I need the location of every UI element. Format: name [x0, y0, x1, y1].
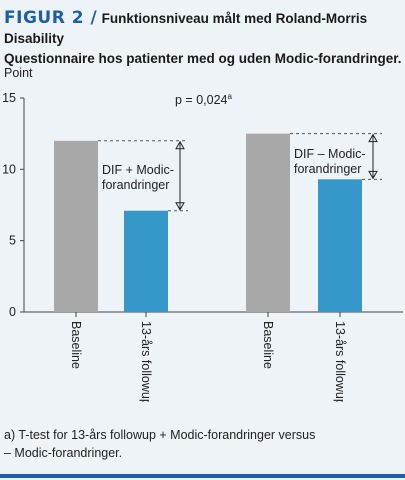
bar	[54, 140, 98, 312]
bar	[124, 210, 168, 312]
bar	[318, 179, 362, 312]
arrow-head-up	[175, 140, 185, 150]
x-tick-label: Baseline	[69, 321, 83, 369]
footnote: a) T-test for 13-års followup + Modic-fo…	[4, 426, 400, 462]
y-ticks: 0 5 10 15	[2, 91, 24, 319]
p-value-superscript: a	[227, 92, 232, 101]
y-tick-label: 15	[2, 91, 16, 105]
figure-title-line1: FIGUR 2 / Funktionsniveau målt med Rolan…	[4, 8, 402, 49]
y-tick-label: 10	[2, 162, 16, 176]
difference-label: DIF – Modic-	[294, 147, 366, 161]
difference-label: forandringer	[102, 178, 169, 192]
p-value-annotation: p = 0,024a	[175, 92, 232, 107]
x-tick-label: 13-års followup	[333, 321, 347, 402]
figure-title: Funktionsniveau målt med Roland-Morris D…	[4, 11, 368, 46]
y-axis-label: Point	[4, 66, 33, 80]
bar	[246, 133, 290, 312]
y-tick-label: 0	[9, 305, 16, 319]
difference-label: DIF + Modic-	[102, 163, 174, 177]
bottom-rule	[0, 474, 405, 478]
arrow-head-down	[368, 170, 378, 180]
arrow-head-up	[368, 133, 378, 143]
x-tick-label: Baseline	[261, 321, 275, 369]
difference-label: forandringer	[294, 162, 361, 176]
y-tick-label: 5	[9, 234, 16, 248]
arrow-head-down	[175, 202, 185, 211]
bars	[54, 133, 362, 312]
figure-title-block: FIGUR 2 / Funktionsniveau målt med Rolan…	[4, 8, 402, 69]
footnote-line2: – Modic-forandringer.	[4, 446, 123, 460]
figure-title-continued: Questionnaire hos patienter med og uden …	[4, 51, 402, 66]
x-tick-label: 13-års followup	[139, 321, 153, 402]
p-value-text: p = 0,024	[175, 93, 228, 107]
footnote-line1: a) T-test for 13-års followup + Modic-fo…	[4, 428, 316, 442]
x-tick-labels: Baseline 13-års followup Baseline 13-års fo…	[69, 312, 347, 402]
figure-label: FIGUR 2 /	[4, 8, 98, 28]
